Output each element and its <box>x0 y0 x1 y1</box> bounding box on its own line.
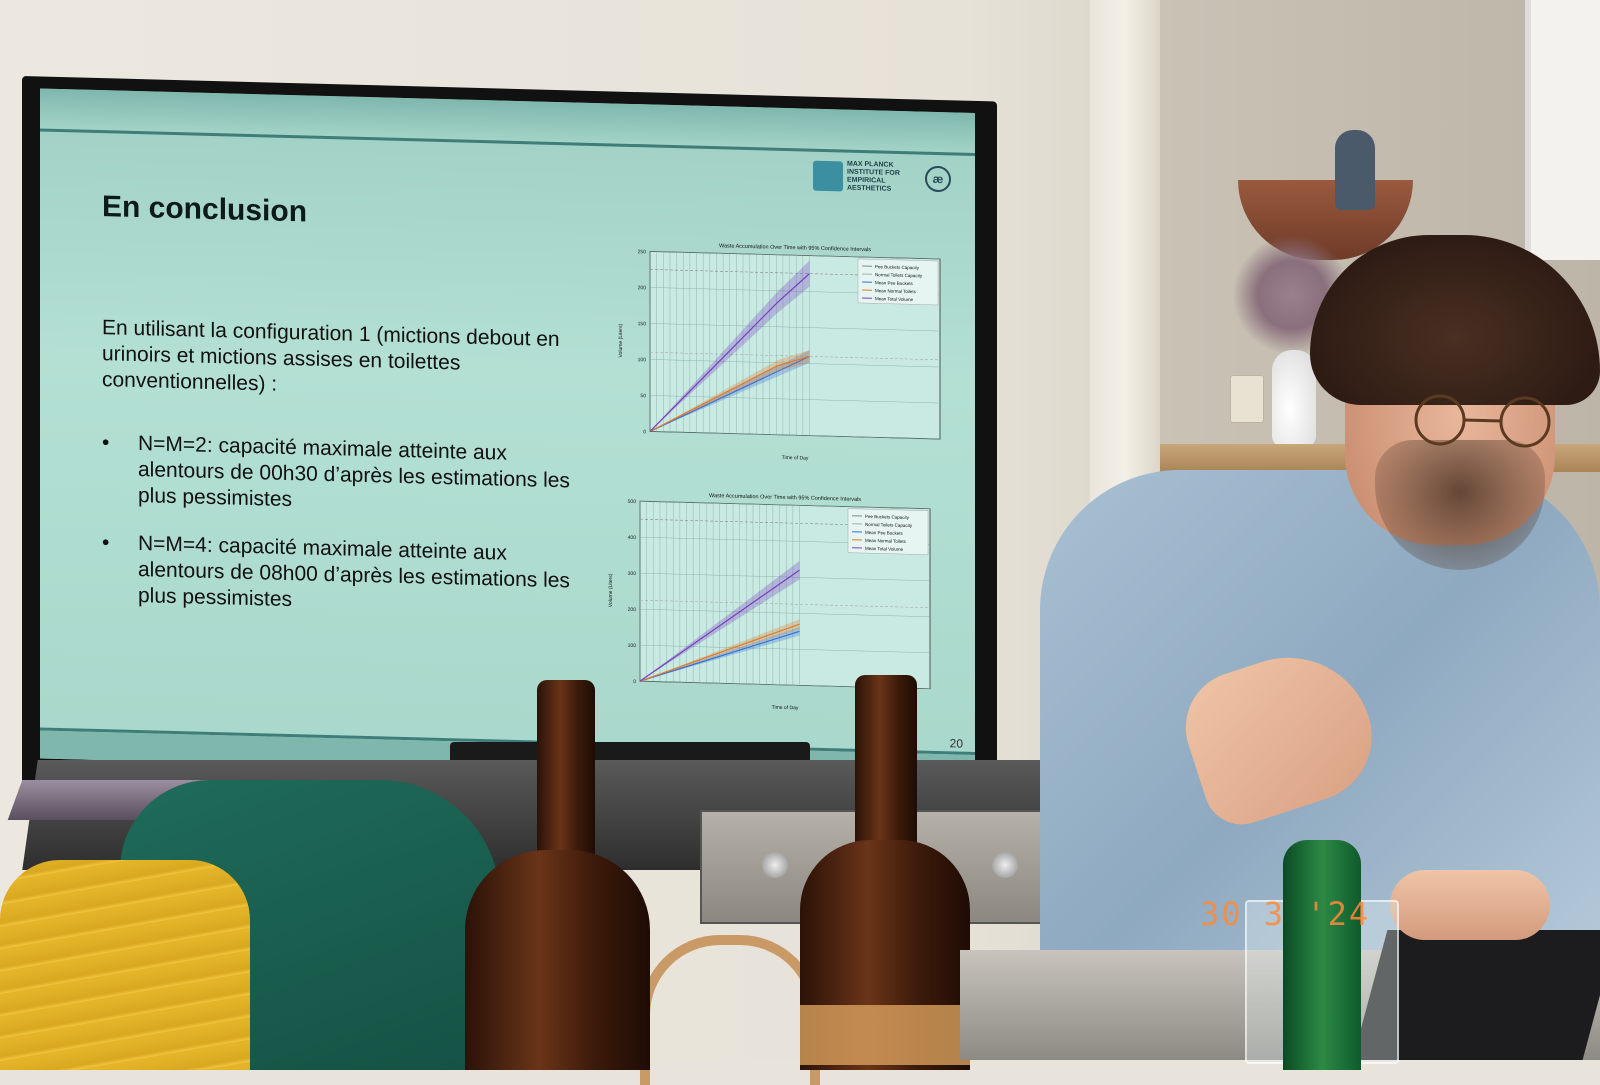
chart-top: 0 50 100 150 200 250 Waste Accumulation Over T… <box>610 228 960 477</box>
y-tick-label: 200 <box>628 607 637 613</box>
bottle-label <box>800 1005 970 1065</box>
y-tick-label: 0 <box>633 679 636 685</box>
y-axis-label: Volume (Liters) <box>618 323 624 357</box>
x-axis-label: Time of Day <box>782 455 809 462</box>
ae-logo-icon: æ <box>925 166 951 193</box>
bullet-list: • N=M=2: capacité maximale atteinte aux … <box>102 430 572 642</box>
page-number: 20 <box>950 736 963 750</box>
bullet-icon: • <box>102 530 109 556</box>
chair-back <box>640 935 820 1085</box>
y-tick-label: 500 <box>628 499 637 505</box>
y-tick-label: 100 <box>638 357 647 363</box>
legend-entry: Mean Pee Buckets <box>875 280 914 286</box>
legend-entry: Mean Normal Toilets <box>875 288 917 294</box>
bullet-icon: • <box>102 430 109 456</box>
photo-timestamp: 30 3 '24 <box>1200 895 1370 933</box>
bullet-item: • N=M=4: capacité maximale atteinte aux … <box>102 530 572 620</box>
presentation-slide: MAX PLANCK INSTITUTE FOR EMPIRICAL AESTH… <box>40 88 975 782</box>
y-tick-label: 100 <box>628 643 637 649</box>
bullet-item: • N=M=2: capacité maximale atteinte aux … <box>102 430 572 520</box>
bullet-text: N=M=2: capacité maximale atteinte aux al… <box>138 432 570 511</box>
glasses-icon <box>1395 390 1565 450</box>
vase <box>1272 350 1316 448</box>
institute-logo: MAX PLANCK INSTITUTE FOR EMPIRICAL AESTH… <box>813 157 953 199</box>
legend-entry: Mean Total Volume <box>865 546 904 552</box>
y-tick-label: 50 <box>640 393 646 399</box>
logo-emblem-icon <box>813 161 843 192</box>
legend-entry: Mean Total Volume <box>875 296 914 302</box>
slide-intro: En utilisant la configuration 1 (miction… <box>102 315 562 405</box>
y-tick-label: 200 <box>638 285 647 291</box>
chart-title: Waste Accumulation Over Time with 95% Co… <box>719 243 871 253</box>
amp-knob-icon <box>992 852 1018 878</box>
typing-hand <box>1390 870 1550 940</box>
picture-frame <box>1525 0 1600 260</box>
figurine <box>1335 130 1375 210</box>
legend-entry: Mean Normal Toilets <box>865 538 907 544</box>
y-tick-label: 0 <box>643 429 646 435</box>
wall-outlet <box>1230 375 1264 423</box>
green-bottle <box>1283 840 1361 1070</box>
bullet-text: N=M=4: capacité maximale atteinte aux al… <box>138 532 570 611</box>
y-tick-label: 400 <box>628 535 637 541</box>
beer-bottle <box>465 850 650 1070</box>
y-tick-label: 300 <box>628 571 637 577</box>
amp-knob-icon <box>762 852 788 878</box>
y-tick-label: 150 <box>638 321 647 327</box>
yellow-jacket <box>0 860 250 1070</box>
y-tick-label: 250 <box>638 249 647 255</box>
chart-title: Waste Accumulation Over Time with 95% Co… <box>709 493 861 503</box>
television: MAX PLANCK INSTITUTE FOR EMPIRICAL AESTH… <box>22 76 997 817</box>
legend-entry: Mean Pee Buckets <box>865 530 904 536</box>
slide-title: En conclusion <box>102 190 307 229</box>
y-axis-label: Volume (Liters) <box>608 573 614 607</box>
x-axis-label: Time of Day <box>772 705 799 712</box>
logo-text: MAX PLANCK INSTITUTE FOR EMPIRICAL AESTH… <box>847 161 921 195</box>
